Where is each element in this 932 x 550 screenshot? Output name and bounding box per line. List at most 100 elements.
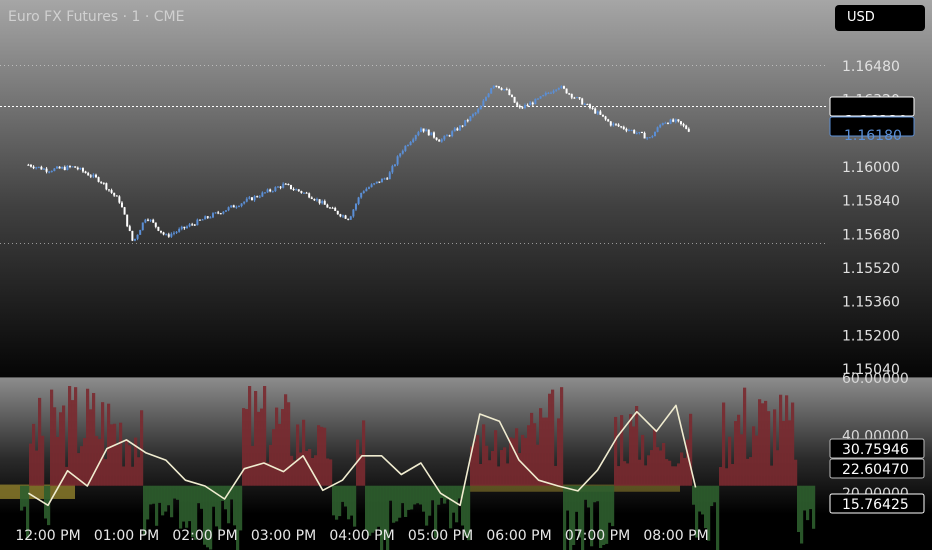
oscillator-bar: [353, 485, 357, 527]
candle: [479, 105, 482, 110]
current-price-badge: 1.16180: [829, 116, 915, 144]
candle: [48, 170, 51, 174]
oscillator-bar: [50, 389, 54, 486]
candle: [289, 184, 292, 190]
oscillator-bar: [35, 450, 39, 486]
oscillator-bar: [527, 425, 531, 486]
oscillator-bar: [518, 453, 522, 486]
candle: [222, 211, 225, 215]
candle: [583, 102, 586, 106]
candle: [198, 219, 201, 221]
candle: [549, 91, 552, 94]
candle: [68, 165, 71, 169]
candle: [126, 214, 129, 228]
candle: [282, 182, 285, 189]
oscillator-bar: [245, 409, 249, 486]
candle: [237, 205, 240, 208]
oscillator-bar: [314, 455, 318, 486]
candle: [172, 231, 175, 236]
candle: [37, 166, 40, 169]
candle: [466, 118, 469, 123]
oscillator-bar: [176, 485, 180, 500]
oscillator-bar: [95, 435, 99, 486]
candle: [302, 192, 305, 194]
oscillator-bar: [683, 457, 687, 486]
svg-text:30.75946: 30.75946: [842, 442, 909, 458]
candle: [191, 222, 194, 226]
candle: [87, 171, 90, 176]
oscillator-bar: [395, 485, 399, 522]
oscillator-bar: [590, 485, 594, 547]
candle: [328, 206, 331, 209]
oscillator-bar: [377, 485, 381, 527]
oscillator-bar: [557, 418, 561, 486]
oscillator-bar: [512, 438, 516, 486]
oscillator-bar: [380, 485, 384, 550]
candle: [42, 167, 45, 170]
oscillator-bar: [29, 443, 33, 486]
candle: [396, 155, 399, 166]
candle: [409, 141, 412, 146]
oscillator-bar: [266, 462, 270, 486]
oscillator-bar: [446, 485, 450, 500]
oscillator-bar: [479, 463, 483, 486]
currency-button[interactable]: USD: [835, 5, 925, 31]
candle: [393, 163, 396, 167]
oscillator-bar: [329, 459, 333, 486]
oscillator-bar: [728, 436, 732, 486]
price-candles: [27, 85, 690, 242]
oscillator-bar: [203, 485, 207, 545]
oscillator-bar: [629, 414, 633, 486]
oscillator-bar: [287, 402, 291, 486]
oscillator-bar: [281, 409, 285, 486]
oscillator-bar: [149, 485, 153, 505]
oscillator-bar: [272, 429, 276, 486]
oscillator-bar: [419, 485, 423, 505]
oscillator-bar: [812, 485, 816, 529]
candle: [627, 128, 630, 132]
oscillator-bar: [89, 409, 93, 486]
candle: [547, 91, 550, 95]
oscillator-bar: [233, 485, 237, 526]
candle: [162, 231, 165, 236]
candle: [209, 216, 212, 219]
candle: [601, 114, 604, 118]
candle: [248, 196, 251, 200]
candle: [622, 125, 625, 130]
oscillator-bar: [182, 485, 186, 522]
candle: [71, 166, 74, 168]
candle: [79, 167, 82, 170]
oscillator-bar: [125, 439, 129, 486]
candle: [594, 107, 597, 114]
candle: [243, 201, 246, 205]
candle: [539, 96, 542, 99]
oscillator-bar: [428, 485, 432, 516]
candle: [89, 174, 92, 179]
oscillator-bar: [386, 485, 390, 550]
oscillator-bar: [389, 485, 393, 501]
candle: [518, 104, 521, 109]
candle: [664, 121, 667, 124]
candle: [84, 170, 87, 174]
candle: [391, 164, 394, 174]
symbol-title[interactable]: Euro FX Futures · 1 · CME: [8, 9, 185, 25]
oscillator-bar: [611, 485, 615, 527]
oscillator-bar: [806, 485, 810, 521]
candle: [154, 222, 157, 229]
oscillator-bar: [122, 466, 126, 486]
oscillator-bar: [383, 485, 387, 540]
oscillator-bar: [530, 412, 534, 486]
candle: [386, 177, 389, 180]
oscillator-value-badge: 15.76425: [829, 493, 925, 514]
candle: [422, 128, 425, 133]
oscillator-bar: [20, 485, 24, 511]
oscillator-bar: [764, 400, 768, 486]
oscillator-bar: [767, 411, 771, 486]
oscillator-bar: [488, 460, 492, 486]
oscillator-bar: [116, 445, 120, 486]
candle: [464, 120, 467, 127]
candle: [146, 218, 149, 222]
price-tick-label: 1.15520: [842, 261, 900, 277]
candle: [640, 131, 643, 134]
